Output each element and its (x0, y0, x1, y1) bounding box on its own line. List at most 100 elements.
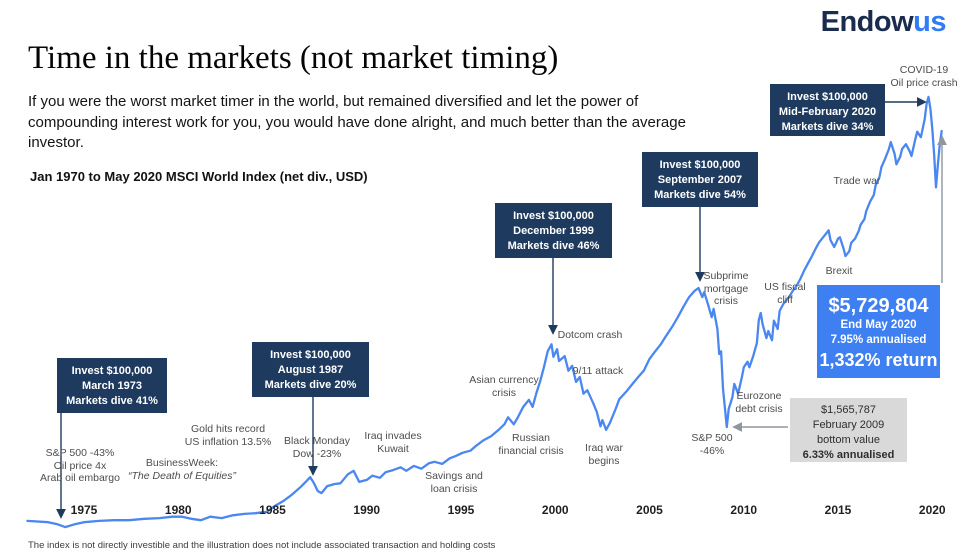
invest-annotation-line: March 1973 (82, 380, 142, 392)
x-axis-tick: 1995 (447, 503, 475, 517)
event-label-line: -46% (699, 444, 725, 457)
event-label-line: Arab oil embargo (40, 472, 120, 484)
annotation-arrows (56, 97, 947, 519)
event-label-businessweek: BusinessWeek: “The Death of Equities” (111, 457, 253, 482)
final-return: 1,332% return (819, 350, 938, 370)
final-date: End May 2020 (840, 319, 917, 331)
event-label-line: Russian (512, 432, 550, 444)
chart-subtitle: Jan 1970 to May 2020 MSCI World Index (n… (30, 169, 368, 184)
event-label-line: US fiscal (764, 281, 806, 293)
event-label-line: Iraq invades (364, 430, 422, 442)
invest-annotation-line: Invest $100,000 (659, 159, 741, 171)
x-axis-tick: 1985 (259, 503, 286, 517)
event-label-nine_eleven: 9/11 attack (562, 365, 634, 378)
event-label-dotcom: Dotcom crash (547, 329, 633, 342)
event-label-sp500_73: S&P 500 -43% Oil price 4x Arab oil embargo (29, 447, 131, 485)
event-label-line: 9/11 attack (572, 365, 624, 377)
event-label-line: Eurozone (736, 390, 782, 402)
event-label-line: loan crisis (430, 482, 478, 495)
x-axis-tick: 1990 (353, 503, 381, 517)
event-label-line: Kuwait (377, 442, 409, 455)
event-label-line: Iraq war (585, 442, 623, 454)
brand-logo: Endowus (820, 6, 947, 39)
event-label-line: Dow -23% (292, 447, 342, 460)
invest-annotation-line: Invest $100,000 (787, 91, 868, 103)
event-label-savings_loan: Savings and loan crisis (414, 470, 494, 495)
event-label-line: Trade war (833, 175, 881, 187)
intro-paragraph: If you were the worst market timer in th… (28, 93, 686, 151)
brand-logo-part2: us (913, 6, 946, 38)
event-label-line: mortgage (703, 282, 749, 295)
invest-annotation-line: Invest $100,000 (513, 210, 594, 222)
invest-annotation-line: Invest $100,000 (71, 365, 153, 377)
bottom-label: bottom value (817, 434, 880, 446)
invest-annotation-line: September 2007 (657, 174, 743, 186)
invest-annotation-b2: Invest $100,000 August 1987 Markets dive 2… (252, 342, 369, 397)
event-label-eurozone: Eurozone debt crisis (723, 390, 795, 415)
x-axis-tick: 2000 (541, 503, 569, 517)
event-label-line: Black Monday (284, 435, 350, 447)
invest-annotation-line: Markets dive 20% (264, 379, 357, 391)
invest-annotation-line: Markets dive 46% (507, 240, 600, 252)
index-line (26, 95, 943, 529)
event-label-line: Oil price crash (890, 76, 958, 89)
event-label-covid: COVID-19 Oil price crash (885, 64, 960, 89)
invest-annotation-b4: Invest $100,000 September 2007 Markets div… (642, 152, 758, 207)
final-value: $5,729,804 (828, 295, 929, 317)
invest-annotation-b1: Invest $100,000 March 1973 Markets dive 41… (57, 358, 167, 413)
invest-annotation-line: Markets dive 54% (654, 189, 746, 201)
disclaimer: The index is not directly investible and… (28, 540, 496, 551)
event-label-line: US inflation 13.5% (184, 435, 272, 448)
event-label-asian_currency: Asian currency crisis (457, 374, 551, 399)
event-label-trade_war: Trade war (824, 175, 890, 188)
x-axis-tick: 1980 (164, 503, 192, 517)
event-label-brexit: Brexit (814, 265, 864, 278)
event-label-line: BusinessWeek: (145, 457, 219, 469)
bottom-date: February 2009 (812, 419, 885, 431)
event-label-line: Subprime (703, 270, 749, 282)
x-axis-tick: 2010 (730, 503, 758, 517)
page-title: Time in the markets (not market timing) (28, 40, 559, 76)
invest-annotation-line: Markets dive 34% (781, 121, 874, 133)
bottom-value-box: $1,565,787 February 2009 bottom value 6.… (790, 398, 907, 462)
event-label-line: crisis (492, 386, 516, 399)
x-axis-tick: 2015 (824, 503, 852, 517)
bottom-annualised: 6.33% annualised (802, 449, 895, 461)
event-label-iraq_kuwait: Iraq invades Kuwait (351, 430, 435, 455)
event-label-line: cliff (777, 293, 793, 306)
event-label-line: Savings and (425, 470, 483, 482)
invest-annotation-line: Invest $100,000 (270, 349, 351, 361)
invest-annotation-line: August 1987 (277, 364, 344, 376)
event-label-line: Dotcom crash (557, 329, 623, 341)
invest-annotation-line: December 1999 (513, 225, 594, 237)
event-label-line: begins (588, 454, 620, 467)
invest-annotation-b5: Invest $100,000 Mid-February 2020 Markets … (770, 84, 885, 136)
event-label-black_monday: Black Monday Dow -23% (271, 435, 363, 460)
invest-annotation-b3: Invest $100,000 December 1999 Markets dive… (495, 203, 612, 258)
bottom-value: $1,565,787 (820, 404, 877, 416)
brand-logo-part1: Endow (820, 6, 914, 38)
event-label-gold: Gold hits record US inflation 13.5% (172, 423, 284, 448)
x-axis-tick: 2020 (918, 503, 946, 517)
event-label-line: Gold hits record (190, 423, 266, 435)
event-label-line: financial crisis (498, 444, 564, 457)
x-axis-tick: 1975 (70, 503, 98, 517)
final-value-box: $5,729,804 End May 2020 7.95% annualised… (817, 285, 940, 378)
invest-annotation-line: Markets dive 41% (66, 395, 158, 407)
event-label-line: Oil price 4x (53, 459, 107, 472)
x-axis-tick: 2005 (636, 503, 663, 517)
event-label-fiscal_cliff: US fiscal cliff (753, 281, 817, 306)
event-label-line: Asian currency (469, 374, 539, 386)
event-label-line: debt crisis (735, 402, 783, 415)
event-label-sp500_46: S&P 500 -46% (680, 432, 744, 457)
event-label-line: COVID-19 (899, 64, 949, 76)
event-label-line: S&P 500 -43% (45, 447, 115, 459)
invest-annotation-line: Mid-February 2020 (778, 106, 877, 118)
event-label-line: “The Death of Equities” (128, 469, 236, 482)
event-label-iraq_war: Iraq war begins (569, 442, 639, 467)
event-label-subprime: Subprime mortgage crisis (691, 270, 761, 308)
event-label-line: S&P 500 (691, 432, 733, 444)
event-label-line: crisis (714, 295, 738, 307)
